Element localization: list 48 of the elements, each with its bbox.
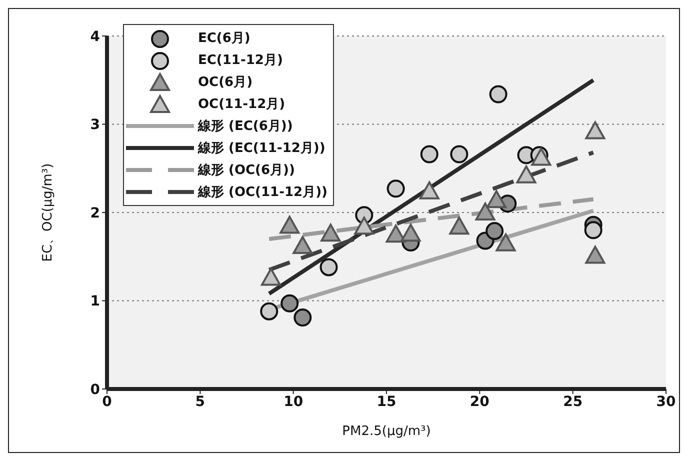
point xyxy=(400,224,421,242)
point xyxy=(419,181,440,200)
point xyxy=(531,148,552,166)
point xyxy=(584,221,602,240)
legend-label: EC(11-12月) xyxy=(198,52,283,69)
x-tick-label: 30 xyxy=(656,394,676,410)
point xyxy=(486,190,506,208)
y-tick-label: 4 xyxy=(90,28,100,45)
x-tick-label: 20 xyxy=(470,394,490,410)
point xyxy=(489,85,508,104)
x-axis-title: PM2.5(μg/m³) xyxy=(342,424,431,439)
y-axis-title: EC、OC(μg/m³) xyxy=(40,163,56,262)
point xyxy=(420,145,438,164)
point xyxy=(354,216,374,235)
point xyxy=(386,180,405,198)
point xyxy=(292,236,313,254)
x-tick-label: 5 xyxy=(195,394,206,410)
legend-label: EC(6月) xyxy=(198,30,250,47)
y-tick-label: 0 xyxy=(90,382,100,398)
legend-label: OC(6月) xyxy=(198,74,253,91)
point xyxy=(450,145,468,164)
point xyxy=(475,202,496,220)
point xyxy=(486,222,504,240)
x-tick-label: 0 xyxy=(102,394,112,410)
x-tick-label: 15 xyxy=(376,394,396,410)
point xyxy=(260,302,278,320)
legend-label: 線形 (OC(11-12月)) xyxy=(198,184,328,201)
point xyxy=(260,268,281,286)
y-tick-label: 2 xyxy=(90,205,100,222)
legend-label: 線形 (EC(11-12月)) xyxy=(198,140,326,157)
point xyxy=(496,233,516,252)
point xyxy=(449,216,470,235)
point xyxy=(320,224,341,242)
point xyxy=(386,224,406,243)
point xyxy=(280,216,300,234)
point xyxy=(585,246,606,264)
y-tick-label: 1 xyxy=(90,294,100,310)
legend-label: OC(11-12月) xyxy=(198,96,286,113)
y-tick-label: 3 xyxy=(90,117,100,134)
point xyxy=(320,258,338,276)
point xyxy=(280,294,299,312)
point xyxy=(585,121,606,140)
legend-label: 線形 (OC(6月)) xyxy=(198,162,295,179)
legend-label: 線形 (EC(6月)) xyxy=(198,118,293,135)
point xyxy=(516,165,536,184)
x-tick-label: 25 xyxy=(563,394,583,410)
x-tick-label: 10 xyxy=(284,394,304,410)
point xyxy=(294,308,312,327)
